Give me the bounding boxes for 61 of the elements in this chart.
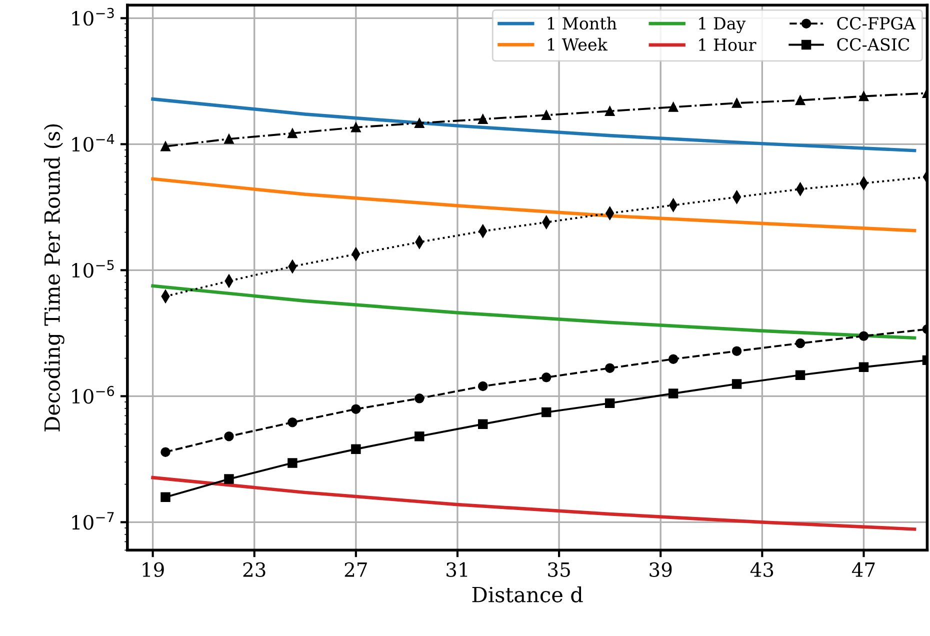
x-tick-label: 23 <box>243 562 266 577</box>
point <box>478 381 488 392</box>
point <box>351 404 361 414</box>
point <box>604 363 615 373</box>
point <box>414 118 424 128</box>
point <box>858 362 869 372</box>
point <box>668 354 678 364</box>
point <box>668 102 678 112</box>
point <box>224 431 234 442</box>
point <box>541 407 552 418</box>
x-tick-label: 47 <box>852 562 875 577</box>
x-axis-title: Distance d <box>472 586 583 602</box>
legend-label: 1 Month <box>548 16 617 30</box>
point <box>604 398 615 408</box>
point <box>668 388 678 398</box>
point <box>478 419 488 429</box>
point <box>795 95 806 106</box>
y-axis-title: Decoding Time Per Round (s) <box>44 124 64 432</box>
point <box>414 431 424 442</box>
point <box>478 114 488 124</box>
y-tick-label: 10$^{−3}$ <box>72 8 114 26</box>
x-tick-label: 43 <box>750 562 774 577</box>
x-tick-label: 35 <box>548 562 570 577</box>
point <box>732 346 742 356</box>
point <box>288 458 298 468</box>
x-tick-label: 39 <box>650 562 672 577</box>
point <box>541 110 552 120</box>
point <box>224 134 234 144</box>
point <box>160 142 170 152</box>
line-series <box>151 97 916 152</box>
y-tick-label: 10$^{−7}$ <box>72 512 114 530</box>
x-tick-label: 27 <box>344 562 367 577</box>
y-tick-label: 10$^{−5}$ <box>72 260 114 278</box>
point <box>604 106 615 116</box>
line-series <box>151 284 916 340</box>
point <box>414 394 424 404</box>
point <box>351 444 361 454</box>
x-tick-label: 19 <box>142 562 164 577</box>
point <box>160 447 170 457</box>
point <box>541 372 552 382</box>
line-series <box>151 177 916 232</box>
point <box>288 417 298 428</box>
y-tick-label: 10$^{−4}$ <box>72 134 114 152</box>
x-tick-label: 31 <box>446 562 468 577</box>
legend-label: 1 Week <box>548 38 608 51</box>
point <box>858 91 869 102</box>
point <box>160 492 170 502</box>
point <box>224 474 234 484</box>
point <box>732 98 742 108</box>
point <box>351 122 361 132</box>
legend-label: 1 Day <box>699 17 746 34</box>
point <box>732 379 742 389</box>
y-tick-label: 10$^{−6}$ <box>72 386 114 404</box>
line-series <box>151 476 916 531</box>
point <box>795 370 806 380</box>
legend-label: CC-ASIC <box>837 38 910 51</box>
legend-label: 1 Hour <box>699 38 756 52</box>
legend-label: CC-FPGA <box>837 17 916 30</box>
point <box>858 331 869 341</box>
point <box>795 338 806 348</box>
point <box>288 128 298 138</box>
